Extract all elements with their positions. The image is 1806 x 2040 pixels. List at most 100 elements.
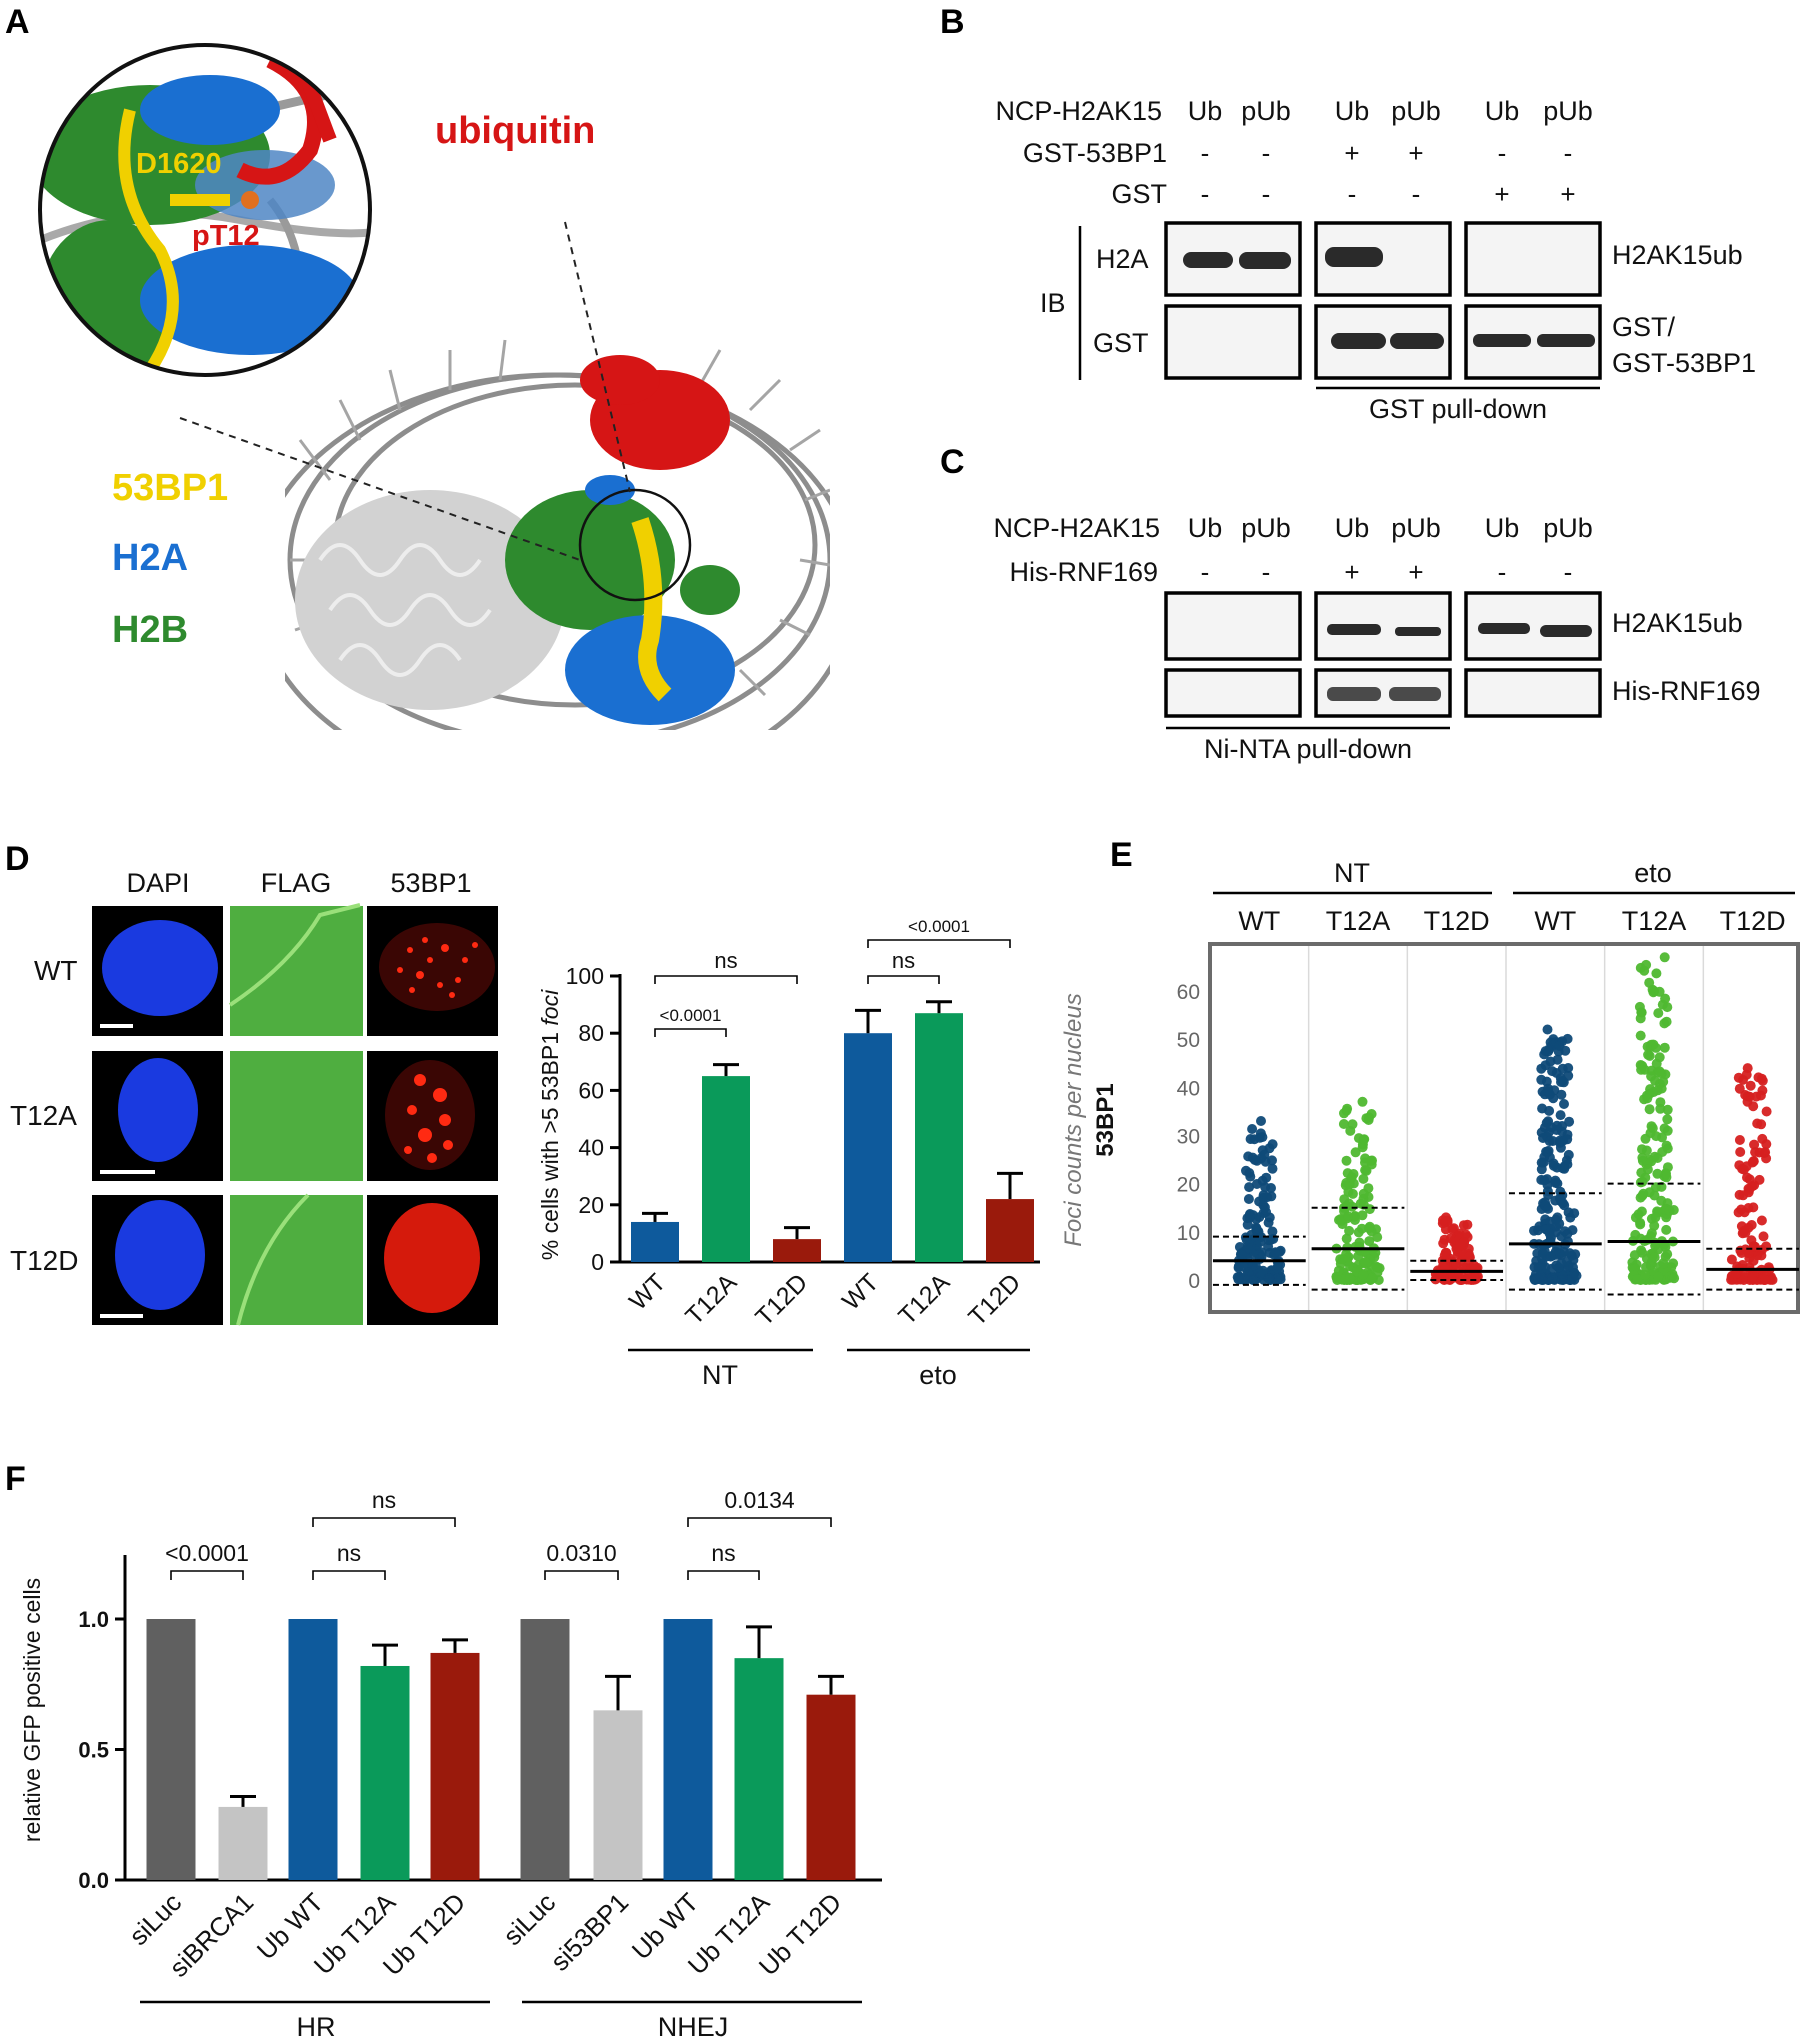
right-label-gst: GST/ bbox=[1612, 312, 1676, 342]
data-point bbox=[1658, 1258, 1669, 1269]
data-point bbox=[1255, 1268, 1266, 1279]
band bbox=[1331, 333, 1386, 349]
data-point bbox=[1748, 1241, 1759, 1252]
bar-1 bbox=[702, 1076, 750, 1262]
data-point bbox=[1644, 1104, 1655, 1115]
data-point bbox=[1344, 1273, 1355, 1284]
data-point bbox=[1635, 1030, 1646, 1041]
bar-2 bbox=[773, 1239, 821, 1262]
significance-label: ns bbox=[711, 1540, 735, 1566]
data-point bbox=[1571, 1270, 1582, 1281]
data-point bbox=[1543, 1203, 1553, 1214]
data-point bbox=[1339, 1108, 1349, 1119]
data-point bbox=[1454, 1228, 1465, 1239]
data-point bbox=[1366, 1109, 1377, 1119]
data-point bbox=[1559, 1099, 1569, 1109]
data-point bbox=[1447, 1224, 1458, 1235]
y-tick-label: 50 bbox=[1177, 1029, 1200, 1052]
data-point bbox=[1257, 1132, 1268, 1143]
data-point bbox=[1568, 1262, 1578, 1273]
data-point bbox=[1357, 1210, 1368, 1221]
legend-h2a: H2A bbox=[112, 537, 188, 579]
data-point bbox=[1263, 1217, 1274, 1228]
data-point bbox=[1652, 1153, 1663, 1163]
data-point bbox=[1544, 1136, 1555, 1147]
lane-headers: Ub pUb Ub pUb Ub pUb- - + + - - bbox=[1188, 513, 1593, 587]
lane-label: pUb bbox=[1241, 96, 1291, 126]
data-point bbox=[1557, 1126, 1567, 1137]
data-point bbox=[1364, 1204, 1375, 1215]
data-point bbox=[1550, 1195, 1561, 1206]
data-point bbox=[1757, 1075, 1768, 1086]
significance-label: 0.0310 bbox=[546, 1540, 616, 1566]
row-header-gst-53bp1: GST-53BP1 bbox=[1023, 138, 1167, 168]
data-point bbox=[1653, 1271, 1664, 1282]
data-point bbox=[1747, 1272, 1758, 1283]
blot-b-gst-input bbox=[1164, 304, 1302, 380]
data-point bbox=[1270, 1248, 1281, 1259]
data-point bbox=[1632, 1274, 1643, 1285]
significance-bracket bbox=[544, 1570, 619, 1580]
data-point bbox=[1544, 1105, 1555, 1116]
right-label-h2ak15ub: H2AK15ub bbox=[1612, 240, 1743, 270]
panel-letter-e: E bbox=[1110, 836, 1133, 874]
data-point bbox=[1540, 1214, 1551, 1225]
sign: + bbox=[1408, 138, 1423, 168]
band bbox=[1540, 625, 1592, 637]
y-tick-label: 40 bbox=[1177, 1077, 1200, 1100]
data-point bbox=[1455, 1240, 1466, 1251]
data-point bbox=[1359, 1257, 1370, 1268]
data-point bbox=[1251, 1222, 1262, 1233]
category-label: si53BP1 bbox=[545, 1887, 635, 1977]
significance-bracket bbox=[312, 1570, 386, 1580]
data-point bbox=[1364, 1236, 1375, 1247]
data-point bbox=[1359, 1134, 1370, 1145]
column-dapi: DAPI bbox=[126, 868, 189, 898]
lane-label: pUb bbox=[1543, 513, 1593, 543]
sign: - bbox=[1564, 138, 1573, 168]
lane-label: Ub bbox=[1335, 513, 1370, 543]
data-point bbox=[1747, 1157, 1758, 1168]
y-tick-label: 100 bbox=[566, 963, 604, 989]
data-point bbox=[1556, 1077, 1566, 1087]
data-point bbox=[1745, 1080, 1756, 1091]
data-point bbox=[1275, 1259, 1286, 1270]
data-point bbox=[1350, 1147, 1361, 1158]
bar-1 bbox=[218, 1806, 268, 1880]
data-point bbox=[1247, 1124, 1258, 1134]
data-point bbox=[1358, 1188, 1369, 1199]
lane-label: pUb bbox=[1241, 513, 1291, 543]
data-point bbox=[1659, 1123, 1670, 1134]
significance-bracket bbox=[687, 1517, 832, 1527]
data-point bbox=[1563, 1149, 1574, 1160]
data-point bbox=[1266, 1191, 1277, 1202]
data-point bbox=[1347, 1119, 1358, 1130]
panel-a: D1620 pT12 ubiquitin 53BP1 H2A H2B bbox=[38, 43, 830, 730]
data-point bbox=[1556, 1089, 1567, 1100]
data-point bbox=[1652, 1168, 1663, 1179]
data-point bbox=[1734, 1135, 1745, 1145]
data-point bbox=[1257, 1175, 1268, 1186]
significance-label: <0.0001 bbox=[660, 1006, 722, 1025]
row-t12d: T12D bbox=[10, 1245, 78, 1276]
row-t12a: T12A bbox=[10, 1100, 77, 1131]
data-point bbox=[1243, 1267, 1254, 1278]
data-point bbox=[1662, 1114, 1673, 1125]
category-label: WT bbox=[1238, 906, 1280, 936]
data-point bbox=[1529, 1262, 1540, 1273]
data-point bbox=[1570, 1249, 1581, 1260]
legend-53bp1: 53BP1 bbox=[112, 467, 228, 509]
group-label-eto: eto bbox=[919, 1360, 957, 1390]
data-point bbox=[1752, 1118, 1763, 1129]
data-point bbox=[1536, 1074, 1547, 1085]
data-point bbox=[1350, 1211, 1361, 1221]
bar-5 bbox=[520, 1619, 570, 1880]
data-point bbox=[1661, 1224, 1672, 1235]
significance-label: ns bbox=[337, 1540, 361, 1566]
data-point bbox=[1357, 1096, 1368, 1107]
data-point bbox=[1669, 1273, 1680, 1284]
label-pt12: pT12 bbox=[192, 220, 260, 252]
row-header-gst: GST bbox=[1111, 179, 1167, 209]
lane-label: pUb bbox=[1391, 513, 1441, 543]
sign: - bbox=[1262, 179, 1271, 209]
